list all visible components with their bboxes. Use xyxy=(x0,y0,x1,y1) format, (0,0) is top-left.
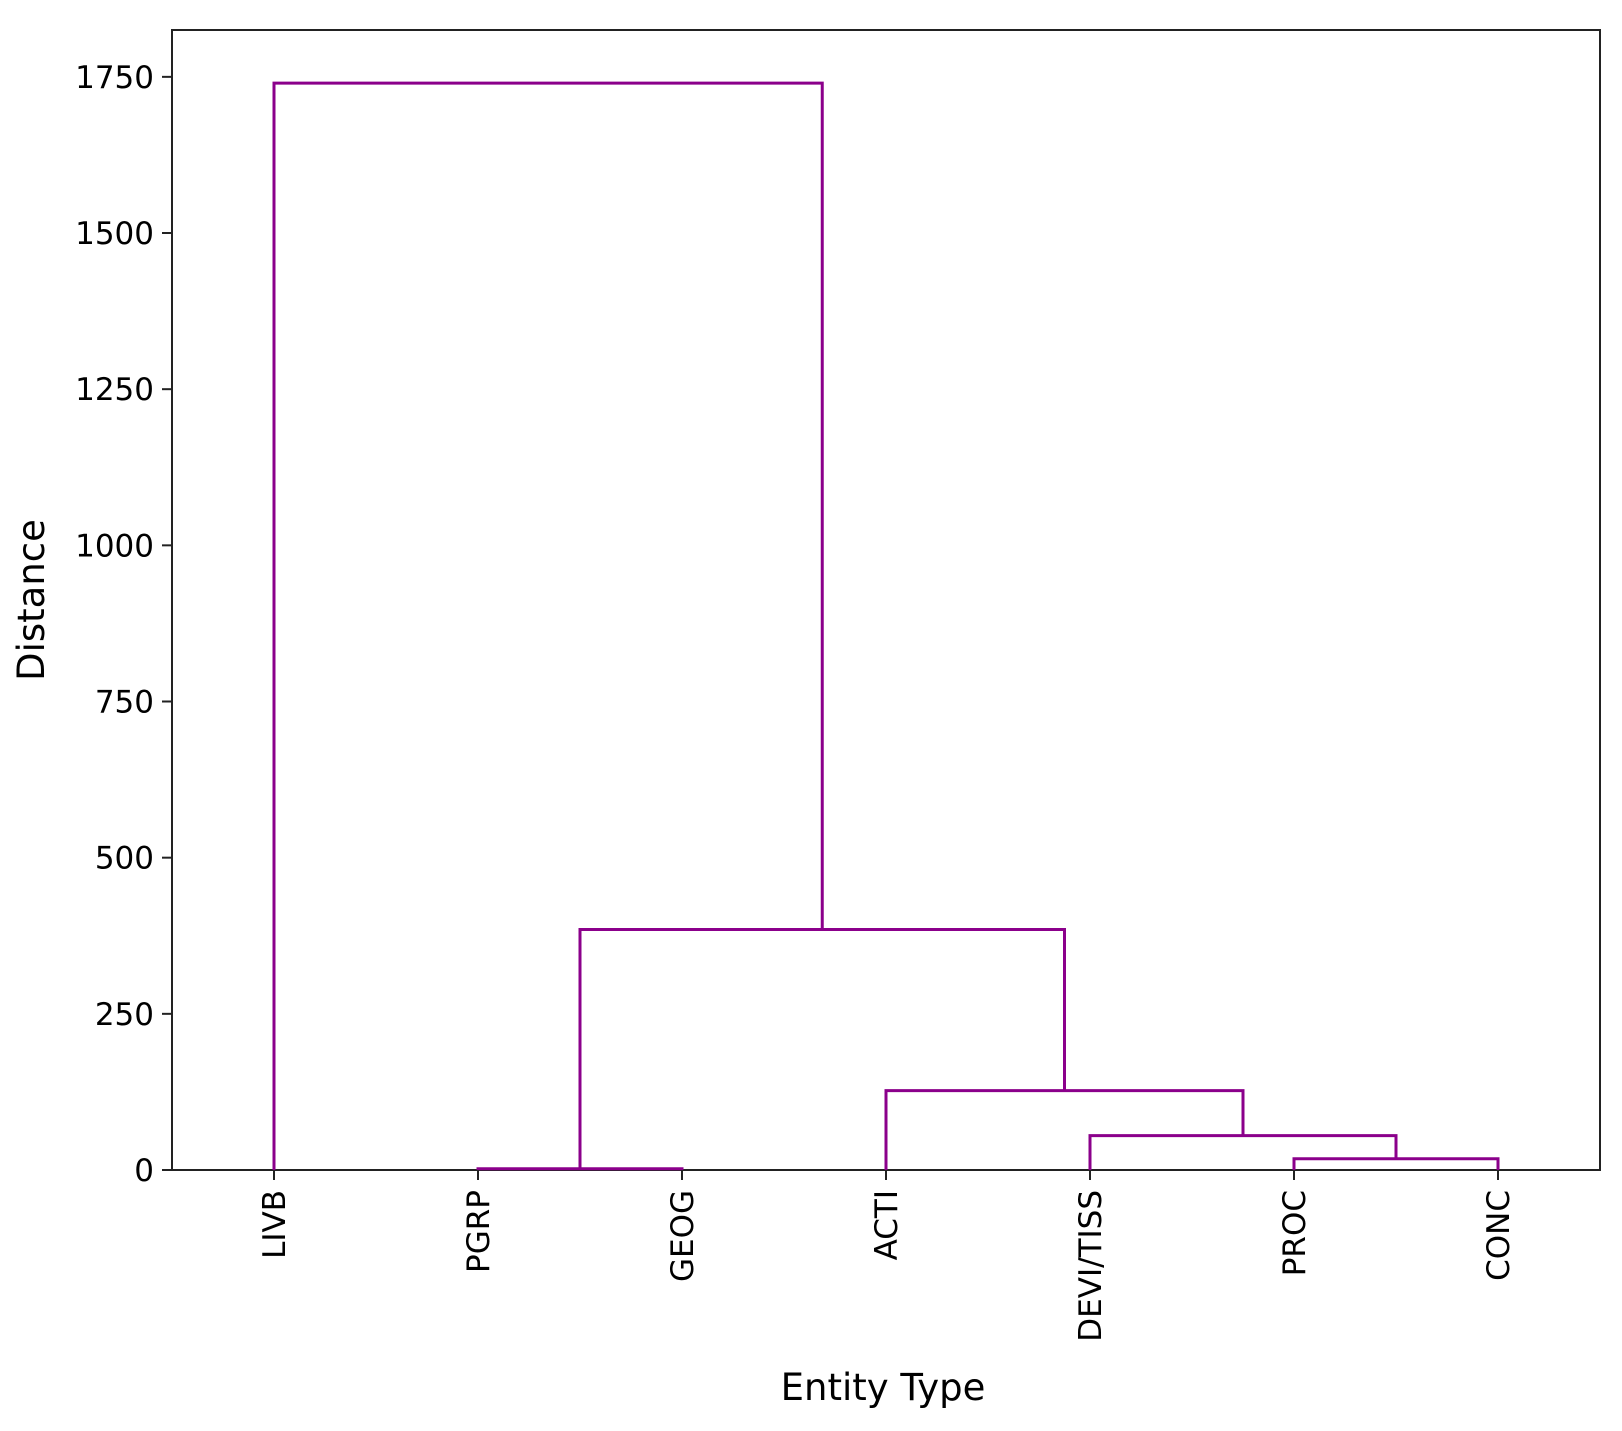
plot-frame xyxy=(171,29,1601,1171)
dendrogram-link xyxy=(578,928,1066,1169)
y-tick-label: 250 xyxy=(95,997,154,1033)
x-tick-label: CONC xyxy=(1481,1190,1517,1281)
y-tick-label: 1000 xyxy=(75,528,154,564)
x-tick-label: PGRP xyxy=(461,1190,497,1273)
y-tick-label: 1500 xyxy=(75,216,154,252)
x-tick-label: ACTI xyxy=(869,1190,905,1260)
y-tick-label: 500 xyxy=(95,841,154,877)
y-tick-label: 750 xyxy=(95,685,154,721)
y-tick-label: 0 xyxy=(134,1153,154,1189)
x-tick-label: PROC xyxy=(1277,1190,1313,1276)
y-tick-label: 1750 xyxy=(75,60,154,96)
x-axis-title: Entity Type xyxy=(781,1366,986,1409)
dendrogram-link xyxy=(884,1089,1245,1170)
dendrogram-link xyxy=(476,1167,684,1171)
x-tick-label: DEVI/TISS xyxy=(1073,1190,1109,1342)
x-axis: LIVB PGRP GEOG ACTI DEVI/TISS PROC CONC xyxy=(257,1170,1517,1342)
dendrogram-link xyxy=(1292,1157,1500,1170)
y-axis-title: Distance xyxy=(10,519,53,681)
y-axis: 0 250 500 750 1000 1250 1500 1750 xyxy=(75,60,172,1189)
links-layer xyxy=(272,81,1500,1171)
x-tick-label: GEOG xyxy=(665,1190,701,1282)
dendrogram-link xyxy=(272,81,824,1170)
y-tick-label: 1250 xyxy=(75,372,154,408)
dendrogram-link xyxy=(1088,1134,1398,1170)
x-tick-label: LIVB xyxy=(257,1190,293,1259)
